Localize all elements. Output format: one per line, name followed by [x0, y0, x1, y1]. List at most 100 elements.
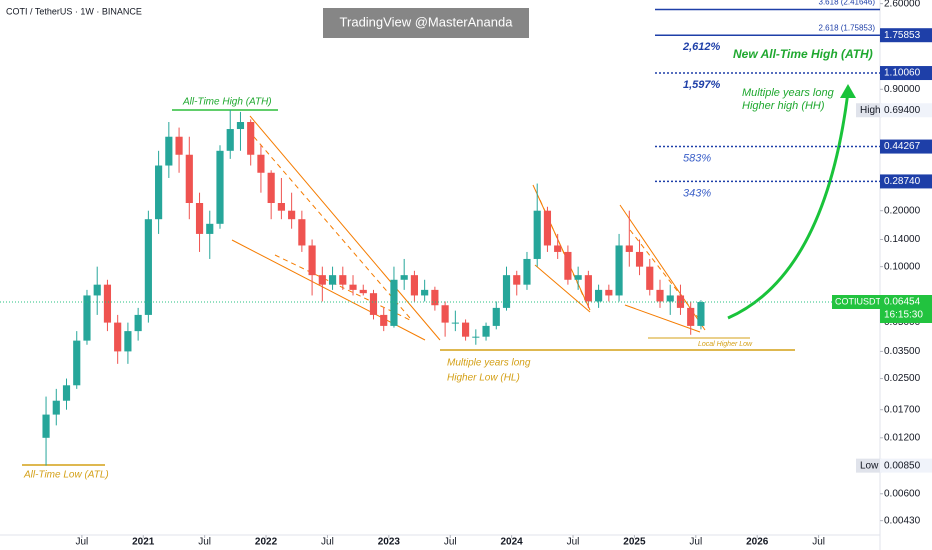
candle-body — [267, 172, 275, 204]
x-tick-label: 2026 — [746, 537, 769, 548]
candle-body — [523, 258, 531, 285]
countdown: 16:15:30 — [884, 310, 923, 321]
x-tick-label: Jul — [444, 537, 457, 548]
candle-body — [206, 223, 214, 234]
x-tick-label: Jul — [321, 537, 334, 548]
x-tick-label: 2021 — [132, 537, 155, 548]
candle-body — [288, 210, 296, 220]
level-box — [880, 174, 932, 189]
x-tick-label: 2025 — [623, 537, 646, 548]
fib-label: 2.618 (1.75853) — [819, 23, 876, 32]
candle-body — [185, 154, 193, 204]
x-tick-label: 2023 — [378, 537, 401, 548]
candle-body — [226, 129, 234, 151]
level-label: 1.10060 — [884, 68, 921, 79]
new-ath-label: New All-Time High (ATH) — [733, 47, 873, 61]
candle-body — [400, 275, 408, 280]
candle-body — [533, 210, 541, 259]
candle-body — [247, 122, 255, 155]
candle-body — [155, 165, 163, 220]
candle-body — [195, 203, 204, 234]
y-tick-label: 0.90000 — [884, 84, 921, 95]
candle-body — [666, 295, 674, 302]
symbol-box — [832, 294, 880, 309]
y-tick-label: 0.20000 — [884, 205, 921, 216]
candle-body — [277, 203, 285, 211]
symbol-label: COTIUSDT — [835, 296, 882, 306]
level-box — [880, 66, 932, 81]
candle-body — [451, 322, 459, 324]
candle-body — [625, 245, 633, 252]
level-label: 0.28740 — [884, 176, 921, 187]
x-tick-label: 2024 — [501, 537, 524, 548]
candle-body — [52, 400, 60, 415]
y-tick-label: 0.00600 — [884, 488, 921, 499]
level-box — [880, 28, 932, 43]
x-tick-label: Jul — [198, 537, 211, 548]
extreme-name-box — [856, 103, 882, 118]
candle-body — [646, 266, 654, 290]
trendlines — [22, 115, 795, 466]
candle-body — [502, 275, 511, 308]
level-box — [880, 139, 932, 154]
candle-body — [410, 275, 418, 296]
extreme-value-box — [880, 458, 932, 473]
candle-body — [676, 295, 685, 308]
y-tick-label: 0.02500 — [884, 373, 921, 384]
gain-label: 583% — [683, 152, 711, 164]
candle-body — [635, 251, 644, 267]
y-tick-label: 0.01700 — [884, 404, 921, 415]
watermark-box — [323, 8, 529, 38]
watermark: TradingView @MasterAnanda — [340, 14, 514, 29]
hh-label: Higher high (HH) — [742, 100, 825, 112]
last-price: 0.06454 — [884, 297, 921, 308]
x-tick-label: Jul — [75, 537, 88, 548]
y-tick-label: 0.14000 — [884, 234, 921, 245]
candle-body — [513, 275, 521, 285]
candle-body — [175, 136, 183, 155]
candle-body — [421, 289, 429, 296]
candle-body — [462, 322, 470, 337]
candle-body — [328, 275, 337, 285]
candle-body — [656, 289, 664, 302]
candle-body — [369, 293, 378, 315]
candle-body — [431, 289, 439, 306]
candle-body — [441, 305, 449, 323]
extreme-name-box — [856, 458, 882, 473]
candle-body — [318, 275, 326, 285]
extreme-name: High — [860, 105, 881, 116]
hl-label: Higher Low (HL) — [447, 373, 520, 384]
candle-body — [73, 340, 81, 386]
candle-body — [103, 284, 112, 323]
candle-body — [605, 289, 613, 296]
candle-body — [564, 251, 572, 280]
y-tick-label: 0.01200 — [884, 432, 921, 443]
y-tick-label: 0.03500 — [884, 346, 921, 357]
candle-body — [93, 284, 101, 296]
candle-body — [114, 322, 122, 352]
candle-body — [339, 275, 347, 285]
symbol-header: COTI / TetherUS · 1W · BINANCE — [6, 6, 142, 16]
last-price-box — [880, 294, 932, 323]
x-tick-label: 2022 — [255, 537, 278, 548]
projection-arrow — [727, 91, 850, 320]
candle-body — [543, 210, 552, 246]
y-tick-label: 2.60000 — [884, 0, 921, 9]
extreme-value: 0.69400 — [884, 105, 921, 116]
ath-label: All-Time High (ATH) — [182, 97, 272, 108]
candle-body — [42, 414, 50, 438]
candle-body — [83, 295, 91, 341]
y-tick-label: 0.00430 — [884, 515, 921, 526]
atl-label: All-Time Low (ATL) — [23, 470, 109, 481]
candle-body — [482, 325, 490, 337]
candle-body — [595, 289, 603, 302]
hl-label: Multiple years long — [447, 358, 531, 369]
level-label: 1.75853 — [884, 30, 921, 41]
candle-body — [574, 275, 582, 280]
candle-body — [359, 289, 367, 294]
x-tick-label: Jul — [567, 537, 580, 548]
y-tick-label: 0.10000 — [884, 261, 921, 272]
candle-body — [236, 122, 245, 130]
local-hl-label: Local Higher Low — [698, 341, 753, 348]
candle-body — [308, 245, 316, 276]
